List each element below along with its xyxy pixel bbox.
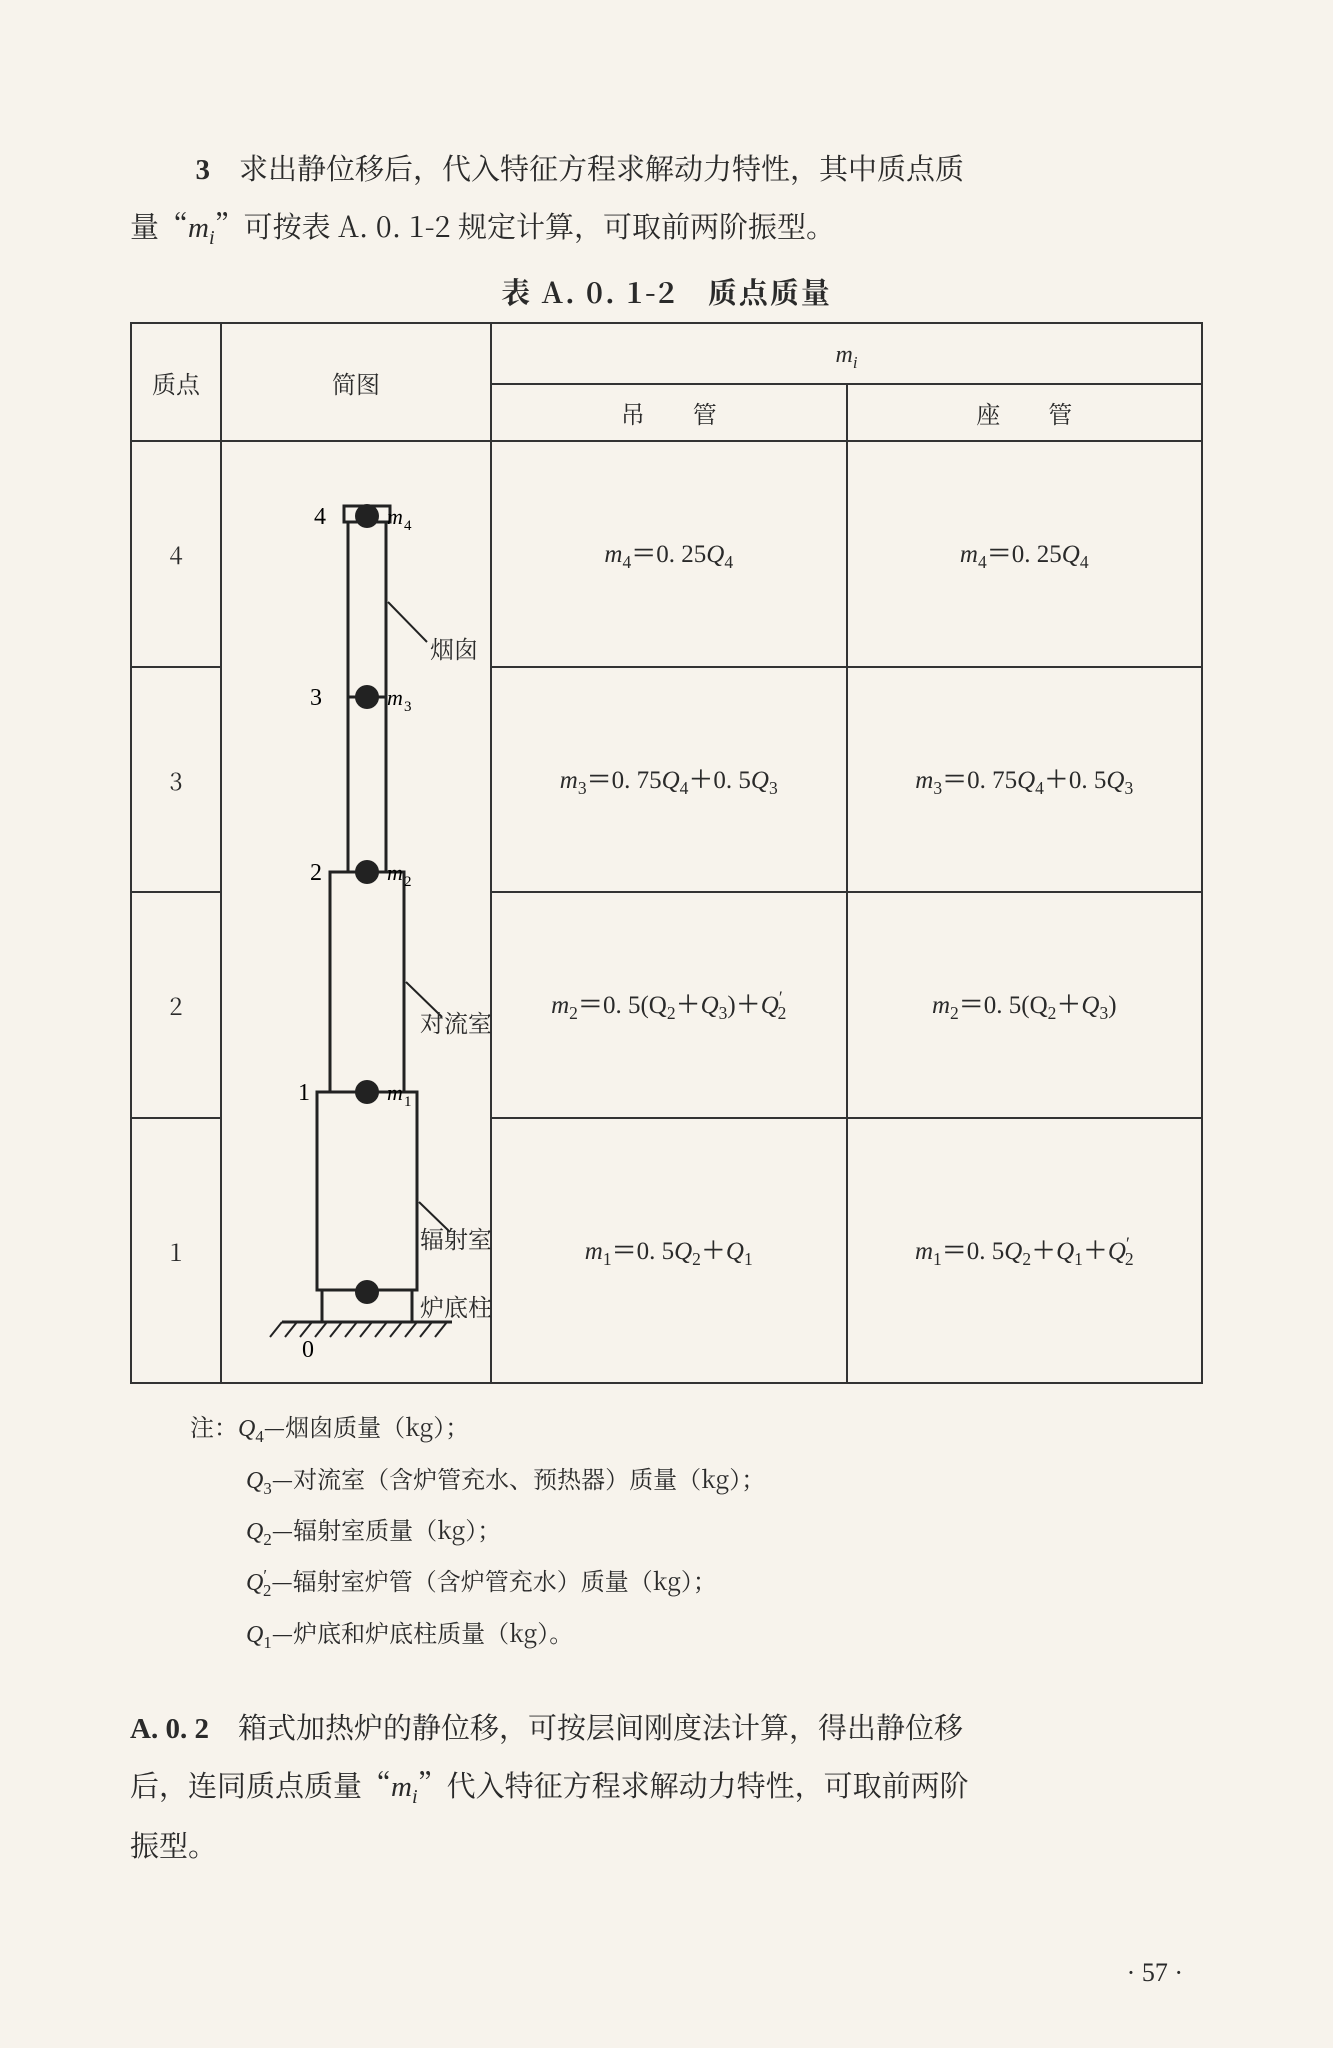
note-line: 注：Q4—烟囱质量（kg）； bbox=[190, 1402, 1203, 1453]
mass-point-number: 2 bbox=[131, 892, 221, 1117]
svg-text:m: m bbox=[387, 1080, 403, 1105]
list-number: 3 bbox=[195, 154, 210, 186]
svg-text:2: 2 bbox=[404, 874, 412, 890]
svg-text:m: m bbox=[387, 860, 403, 885]
mass-point-number: 3 bbox=[131, 667, 221, 892]
table-title: 表 A. 0. 1-2 质点质量 bbox=[130, 271, 1203, 312]
mass-point-number: 1 bbox=[131, 1118, 221, 1384]
var-mi: m bbox=[835, 342, 852, 368]
svg-text:3: 3 bbox=[310, 685, 322, 711]
formula-diao-4: m4＝0. 25Q4 bbox=[491, 441, 847, 666]
formula-zuo-1: m1＝0. 5Q2＋Q1＋Q′2 bbox=[847, 1118, 1203, 1384]
section-A02-cont: 后，连同质点质量“mi”代入特征方程求解动力特性，可取前两阶 bbox=[130, 1757, 1203, 1816]
diagram-label-convection: 对流室 bbox=[420, 1004, 492, 1039]
diagram-label-chimney: 烟囱 bbox=[430, 630, 478, 665]
svg-text:3: 3 bbox=[404, 699, 412, 715]
col-header-diagram: 简图 bbox=[221, 323, 491, 441]
col-header-diaoguan: 吊 管 bbox=[491, 384, 847, 441]
table-notes: 注：Q4—烟囱质量（kg）； Q3—对流室（含炉管充水、预热器）质量（kg）； … bbox=[190, 1402, 1203, 1659]
text: 箱式加热炉的静位移，可按层间刚度法计算，得出静位移 bbox=[238, 1706, 963, 1747]
note-line: Q3—对流室（含炉管充水、预热器）质量（kg）； bbox=[190, 1454, 1203, 1505]
text: 求出静位移后，代入特征方程求解动力特性，其中质点质 bbox=[239, 147, 964, 188]
table-row: 4 bbox=[131, 441, 1202, 666]
paragraph-3-cont: 量“mi”可按表 A. 0. 1-2 规定计算，可取前两阶振型。 bbox=[130, 198, 1203, 257]
formula-diao-2: m2＝0. 5(Q2＋Q3)＋Q′2 bbox=[491, 892, 847, 1117]
diagram-cell: 4 3 2 1 0 m 4 m 3 m 2 m 1 bbox=[221, 441, 491, 1383]
mass-table: 质点 简图 mi 吊 管 座 管 4 bbox=[130, 322, 1203, 1384]
formula-diao-3: m3＝0. 75Q4＋0. 5Q3 bbox=[491, 667, 847, 892]
formula-diao-1: m1＝0. 5Q2＋Q1 bbox=[491, 1118, 847, 1384]
section-A02: A. 0. 2 箱式加热炉的静位移，可按层间刚度法计算，得出静位移 bbox=[130, 1699, 1203, 1757]
note-line: Q′2—辐射室炉管（含炉管充水）质量（kg）； bbox=[190, 1556, 1203, 1607]
text: 振型。 bbox=[130, 1824, 217, 1865]
svg-text:m: m bbox=[387, 685, 403, 710]
col-header-mass: 质点 bbox=[131, 323, 221, 441]
document-page: 3 求出静位移后，代入特征方程求解动力特性，其中质点质 量“mi”可按表 A. … bbox=[0, 0, 1333, 2048]
var-mi: m bbox=[188, 212, 209, 244]
col-header-mi: mi bbox=[491, 323, 1202, 384]
svg-text:0: 0 bbox=[302, 1337, 314, 1363]
text: ”可按表 A. 0. 1-2 规定计算，可取前两阶振型。 bbox=[215, 205, 835, 246]
note-line: Q2—辐射室质量（kg）； bbox=[190, 1505, 1203, 1556]
section-number: A. 0. 2 bbox=[130, 1713, 209, 1745]
svg-text:4: 4 bbox=[404, 518, 412, 534]
col-header-zuoguan: 座 管 bbox=[847, 384, 1203, 441]
table-caption: 质点质量 bbox=[708, 271, 832, 312]
svg-text:4: 4 bbox=[314, 504, 326, 530]
var-mi-sub: i bbox=[853, 353, 858, 372]
table-header-row: 质点 简图 mi bbox=[131, 323, 1202, 384]
svg-text:2: 2 bbox=[310, 860, 322, 886]
var-mi: m bbox=[391, 1771, 412, 1803]
svg-text:1: 1 bbox=[404, 1094, 412, 1110]
note-line: Q1—炉底和炉底柱质量（kg）。 bbox=[190, 1608, 1203, 1659]
note-lead: 注： bbox=[190, 1408, 238, 1443]
formula-zuo-3: m3＝0. 75Q4＋0. 5Q3 bbox=[847, 667, 1203, 892]
page-number: · 57 · bbox=[1127, 1958, 1183, 1988]
diagram-label-base-col: 炉底柱 bbox=[420, 1288, 492, 1323]
section-A02-cont2: 振型。 bbox=[130, 1817, 1203, 1872]
svg-text:m: m bbox=[387, 504, 403, 529]
diagram-label-radiation: 辐射室 bbox=[420, 1220, 492, 1255]
mass-point-number: 4 bbox=[131, 441, 221, 666]
text: ”代入特征方程求解动力特性，可取前两阶 bbox=[418, 1764, 969, 1805]
paragraph-3: 3 求出静位移后，代入特征方程求解动力特性，其中质点质 bbox=[130, 140, 1203, 198]
formula-zuo-4: m4＝0. 25Q4 bbox=[847, 441, 1203, 666]
svg-text:1: 1 bbox=[298, 1080, 310, 1106]
table-number: 表 A. 0. 1-2 bbox=[501, 271, 677, 312]
formula-zuo-2: m2＝0. 5(Q2＋Q3) bbox=[847, 892, 1203, 1117]
structure-diagram: 4 3 2 1 0 m 4 m 3 m 2 m 1 bbox=[222, 442, 492, 1382]
text: 量“ bbox=[130, 205, 188, 246]
text: 后，连同质点质量“ bbox=[130, 1764, 391, 1805]
